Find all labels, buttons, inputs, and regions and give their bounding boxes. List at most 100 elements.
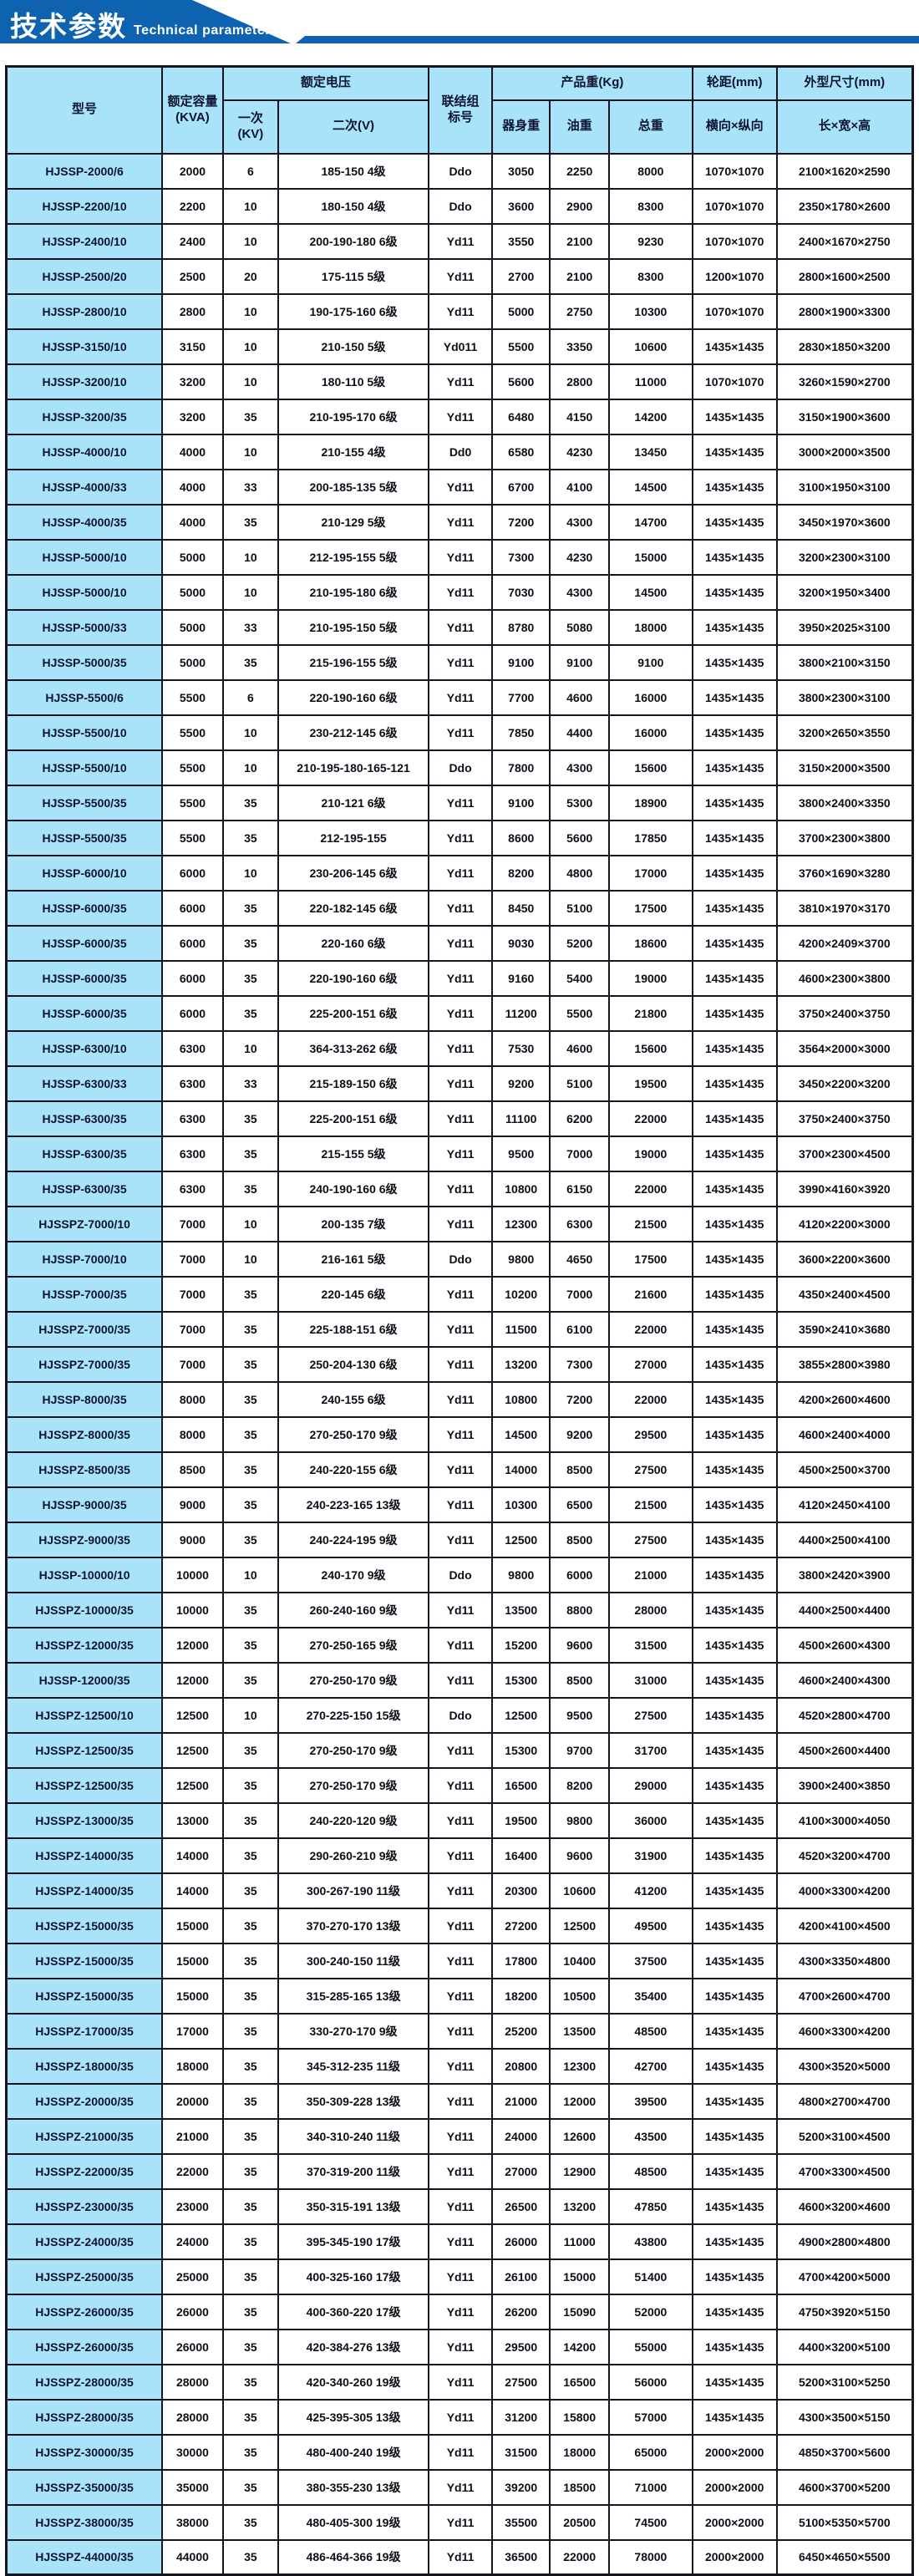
table-row: HJSSP-12000/35 12000 35 270-250-170 9级 Yd11 1… [5, 1661, 914, 1699]
capacity-cell: 14000 [161, 1872, 224, 1909]
body-weight-cell: 7530 [491, 1029, 551, 1067]
oil-weight-cell: 2900 [549, 187, 610, 225]
oil-weight-cell: 6200 [549, 1100, 610, 1137]
table-row: HJSSPZ-8500/35 8500 35 240-220-155 6级 Yd11 14… [5, 1451, 914, 1488]
primary-voltage-cell: 35 [221, 1135, 279, 1172]
total-weight-cell: 16000 [607, 678, 693, 716]
total-weight-cell: 27500 [607, 1696, 693, 1734]
total-weight-cell: 10300 [607, 292, 693, 330]
table-row: HJSSPZ-14000/35 14000 35 290-260-210 9级 Yd11… [5, 1837, 914, 1874]
wheelbase-cell: 1435×1435 [691, 1837, 778, 1874]
primary-voltage-cell: 10 [221, 222, 279, 260]
connection-cell: Yd11 [428, 257, 494, 295]
table-row: HJSSP-5500/35 5500 35 212-195-155 Yd11 8600 56… [5, 819, 914, 856]
oil-weight-cell: 10600 [549, 1872, 610, 1909]
total-weight-cell: 22000 [607, 1170, 693, 1207]
dimensions-cell: 3590×2410×3680 [775, 1310, 914, 1348]
header-connection: 联结组 标号 [428, 65, 494, 155]
table-row: HJSSPZ-8000/35 8000 35 270-250-170 9级 Yd11 14… [5, 1415, 914, 1453]
secondary-voltage-cell: 215-196-155 5级 [277, 643, 430, 681]
total-weight-cell: 31000 [607, 1661, 693, 1699]
primary-voltage-cell: 10 [221, 714, 279, 751]
dimensions-cell: 4200×2409×3700 [775, 924, 914, 962]
oil-weight-cell: 4230 [549, 433, 610, 470]
body-weight-cell: 26200 [491, 2293, 551, 2330]
capacity-cell: 21000 [161, 2117, 224, 2155]
total-weight-cell: 27500 [607, 1451, 693, 1488]
model-cell: HJSSP-5000/33 [5, 608, 164, 646]
body-weight-cell: 12300 [491, 1205, 551, 1242]
table-row: HJSSP-3200/35 3200 35 210-195-170 6级 Yd11 648… [5, 398, 914, 435]
oil-weight-cell: 22000 [549, 2538, 610, 2576]
model-cell: HJSSP-3150/10 [5, 328, 164, 365]
capacity-cell: 5000 [161, 643, 224, 681]
header-total-weight: 总重 [607, 99, 693, 155]
secondary-voltage-cell: 240-170 9级 [277, 1556, 430, 1593]
table-row: HJSSPZ-25000/35 25000 35 400-325-160 17级 Yd1… [5, 2258, 914, 2295]
oil-weight-cell: 13500 [549, 2012, 610, 2050]
table-row: HJSSPZ-12500/35 12500 35 270-250-170 9级 Yd11… [5, 1731, 914, 1769]
connection-cell: Yd11 [428, 1029, 494, 1067]
dimensions-cell: 4500×2500×3700 [775, 1451, 914, 1488]
body-weight-cell: 18200 [491, 1977, 551, 2015]
dimensions-cell: 4600×3300×4200 [775, 2012, 914, 2050]
header-body-weight: 器身重 [491, 99, 551, 155]
capacity-cell: 7000 [161, 1310, 224, 1348]
capacity-cell: 4000 [161, 433, 224, 470]
secondary-voltage-cell: 212-195-155 [277, 819, 430, 856]
capacity-cell: 2500 [161, 257, 224, 295]
connection-cell: Ddo [428, 749, 494, 786]
wheelbase-cell: 1435×1435 [691, 819, 778, 856]
body-weight-cell: 3550 [491, 222, 551, 260]
wheelbase-cell: 1435×1435 [691, 1872, 778, 1909]
primary-voltage-cell: 35 [221, 503, 279, 541]
body-weight-cell: 27200 [491, 1907, 551, 1944]
body-weight-cell: 10800 [491, 1380, 551, 1418]
connection-cell: Yd11 [428, 398, 494, 435]
dimensions-cell: 4700×4200×5000 [775, 2258, 914, 2295]
body-weight-cell: 11100 [491, 1100, 551, 1137]
primary-voltage-cell: 35 [221, 2082, 279, 2120]
total-weight-cell: 27000 [607, 1345, 693, 1383]
oil-weight-cell: 15090 [549, 2293, 610, 2330]
oil-weight-cell: 12000 [549, 2082, 610, 2120]
connection-cell: Yd11 [428, 2468, 494, 2506]
oil-weight-cell: 18500 [549, 2468, 610, 2506]
secondary-voltage-cell: 480-405-300 19级 [277, 2503, 430, 2541]
wheelbase-cell: 1435×1435 [691, 2328, 778, 2365]
dimensions-cell: 4600×3700×5200 [775, 2468, 914, 2506]
secondary-voltage-cell: 240-223-165 13级 [277, 1486, 430, 1523]
wheelbase-cell: 1435×1435 [691, 2187, 778, 2225]
dimensions-cell: 2830×1850×3200 [775, 328, 914, 365]
capacity-cell: 2000 [161, 152, 224, 190]
secondary-voltage-cell: 250-204-130 6级 [277, 1345, 430, 1383]
wheelbase-cell: 1435×1435 [691, 1380, 778, 1418]
model-cell: HJSSP-5000/10 [5, 538, 164, 576]
total-weight-cell: 19500 [607, 1064, 693, 1102]
connection-cell: Yd11 [428, 1415, 494, 1453]
secondary-voltage-cell: 340-310-240 11级 [277, 2117, 430, 2155]
capacity-cell: 9000 [161, 1521, 224, 1558]
body-weight-cell: 26100 [491, 2258, 551, 2295]
dimensions-cell: 2400×1670×2750 [775, 222, 914, 260]
secondary-voltage-cell: 200-190-180 6级 [277, 222, 430, 260]
capacity-cell: 5500 [161, 678, 224, 716]
body-weight-cell: 15200 [491, 1626, 551, 1664]
primary-voltage-cell: 35 [221, 1766, 279, 1804]
connection-cell: Dd0 [428, 433, 494, 470]
table-row: HJSSPZ-23000/35 23000 35 350-315-191 13级 Yd1… [5, 2187, 914, 2225]
oil-weight-cell: 6100 [549, 1310, 610, 1348]
table-body: HJSSP-2000/6 2000 6 185-150 4级 Ddo 3050 2250 80… [5, 152, 914, 2576]
capacity-cell: 15000 [161, 1907, 224, 1944]
model-cell: HJSSP-5000/10 [5, 573, 164, 611]
technical-parameters-table: 型号 额定容量 (KVA) 额定电压 联结组 标号 产品重(Kg) 轮距(mm)… [5, 65, 914, 2576]
wheelbase-cell: 2000×2000 [691, 2468, 778, 2506]
wheelbase-cell: 1435×1435 [691, 2047, 778, 2085]
dimensions-cell: 4300×3520×5000 [775, 2047, 914, 2085]
wheelbase-cell: 2000×2000 [691, 2503, 778, 2541]
connection-cell: Yd11 [428, 1591, 494, 1628]
model-cell: HJSSP-6000/10 [5, 854, 164, 892]
connection-cell: Yd11 [428, 1451, 494, 1488]
dimensions-cell: 3564×2000×3000 [775, 1029, 914, 1067]
total-weight-cell: 29500 [607, 1415, 693, 1453]
